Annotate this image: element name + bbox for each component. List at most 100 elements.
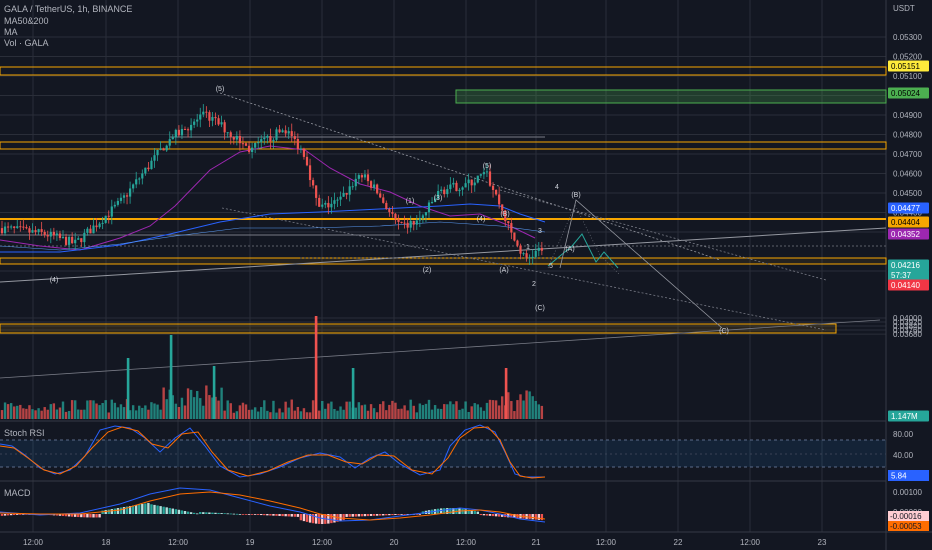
candle-body — [80, 238, 83, 243]
candle-body — [144, 167, 147, 174]
indicator-ma[interactable]: MA — [4, 27, 18, 37]
candle-body — [113, 204, 116, 207]
macd-bar — [278, 514, 281, 516]
volume-bar — [497, 405, 501, 419]
candle-body — [43, 231, 46, 235]
candle-body — [348, 186, 351, 195]
macd-bar — [287, 514, 290, 517]
candle-body — [260, 139, 263, 143]
volume-bar — [260, 407, 263, 419]
candle-body — [168, 139, 171, 146]
candle-body — [507, 221, 510, 224]
macd-bar — [214, 512, 217, 514]
candle-body — [495, 189, 498, 195]
candle-body — [0, 228, 4, 234]
macd-bar — [418, 514, 422, 515]
volume-bar — [159, 409, 162, 419]
candle-body — [333, 200, 336, 204]
candle-body — [119, 197, 123, 201]
volume-spike — [212, 366, 216, 419]
candle-body — [491, 185, 495, 190]
trend-line — [0, 319, 881, 379]
price-tick: 0.03840 — [893, 322, 922, 331]
candle-body — [330, 203, 333, 208]
projection-path — [559, 199, 723, 329]
volume-bar — [269, 412, 272, 419]
macd-bar — [80, 514, 83, 518]
macd-bar — [70, 514, 74, 517]
volume-bar — [40, 410, 43, 419]
volume-bar — [67, 410, 71, 419]
candle-body — [299, 148, 302, 150]
macd-bar — [171, 508, 174, 514]
indicator-ma50-200[interactable]: MA50&200 — [4, 16, 49, 26]
macd-bar — [3, 514, 7, 516]
ma50-line — [0, 145, 536, 251]
volume-bar — [244, 404, 248, 419]
volume-bar — [138, 405, 141, 419]
trend-line — [0, 227, 887, 283]
macd-bar — [516, 514, 519, 519]
macd-bar — [128, 505, 132, 514]
candle-body — [473, 182, 476, 186]
support-zone — [0, 257, 887, 265]
candle-body — [369, 181, 373, 188]
volume-bar — [308, 412, 312, 419]
stoch-rsi-title[interactable]: Stoch RSI — [4, 428, 45, 438]
candle-body — [214, 116, 217, 119]
volume-bar — [174, 403, 178, 419]
candle-body — [318, 197, 321, 207]
volume-bar — [156, 404, 159, 419]
candle-body — [101, 222, 104, 224]
volume-bar — [58, 407, 62, 419]
macd-bar — [226, 513, 229, 515]
volume-bar — [250, 409, 254, 419]
macd-title[interactable]: MACD — [4, 488, 31, 498]
projection-path — [547, 204, 621, 276]
candle-body — [257, 142, 260, 144]
price-badge-label: 0.04352 — [891, 230, 920, 239]
price-badge-label: 0.04216 — [891, 261, 920, 270]
macd-bar — [363, 514, 367, 517]
volume-bar — [16, 405, 19, 419]
macd-bar — [260, 514, 263, 516]
macd-bar — [354, 514, 357, 517]
candle-body — [315, 185, 318, 198]
candle-body — [202, 111, 205, 115]
stoch-d-line — [0, 426, 546, 479]
macd-bar — [162, 506, 165, 514]
volume-bar — [339, 406, 342, 419]
price-badge-label: 57:37 — [891, 271, 912, 280]
macd-bar — [253, 514, 257, 515]
volume-bar — [412, 405, 415, 419]
macd-bar — [217, 512, 220, 514]
price-badge — [888, 228, 929, 240]
candle-body — [232, 137, 235, 140]
volume-bar — [430, 409, 434, 419]
candle-body — [159, 148, 162, 150]
macd-bar — [275, 514, 278, 516]
indicator-volume[interactable]: Vol · GALA — [4, 38, 49, 48]
macd-bar — [311, 514, 315, 524]
macd-bar — [449, 508, 452, 514]
volume-bar — [92, 400, 95, 419]
candle-body — [25, 227, 28, 229]
macd-bar — [406, 514, 409, 515]
volume-bar — [324, 408, 327, 419]
candle-body — [269, 135, 272, 142]
macd-bar — [440, 508, 443, 514]
price-badge — [888, 279, 929, 291]
volume-bar — [43, 407, 46, 419]
resistance-zone — [0, 141, 887, 150]
volume-bar — [208, 395, 211, 419]
volume-bar — [345, 401, 348, 419]
volume-bar — [214, 396, 217, 419]
symbol-title[interactable]: GALA / TetherUS, 1h, BINANCE — [4, 4, 133, 14]
candle-body — [211, 116, 214, 121]
macd-bar — [122, 507, 126, 514]
volume-bar — [275, 412, 278, 419]
wave-label: (C) — [719, 328, 729, 335]
volume-bar — [199, 398, 202, 419]
volume-bar — [153, 403, 156, 419]
